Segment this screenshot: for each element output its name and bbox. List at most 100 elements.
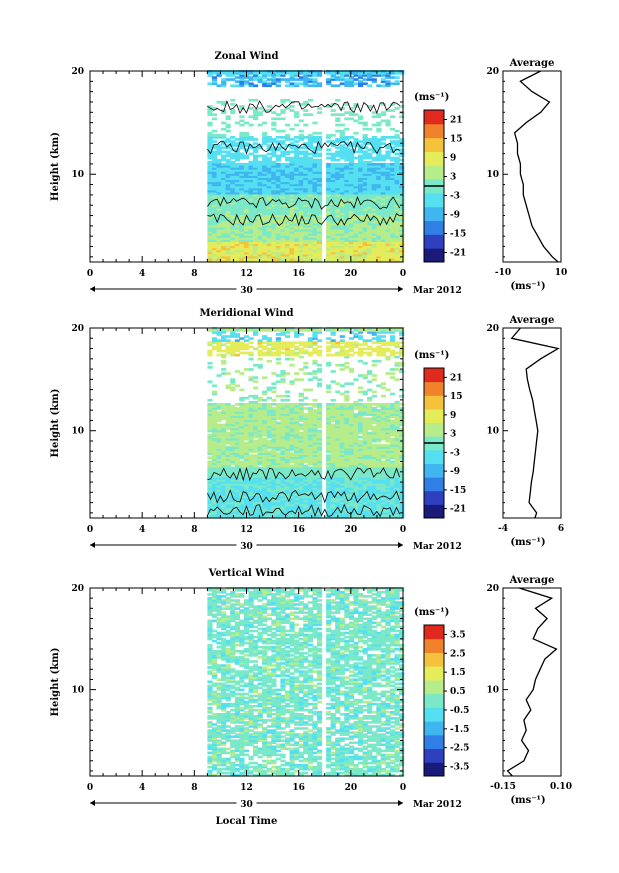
heatmap-cell xyxy=(253,409,259,412)
heatmap-cell xyxy=(230,489,236,492)
heatmap-cell xyxy=(303,195,309,199)
heatmap-cell xyxy=(330,403,336,406)
heatmap-cell xyxy=(307,468,313,472)
heatmap-cell xyxy=(294,452,300,455)
heatmap-cell xyxy=(207,195,213,199)
heatmap-cell xyxy=(248,241,254,245)
heatmap-cell xyxy=(344,185,350,189)
heatmap-cell xyxy=(358,160,364,164)
heatmap-cell xyxy=(275,499,281,503)
heatmap-cell xyxy=(289,226,295,230)
heatmap-cell xyxy=(326,243,332,247)
heatmap-cell xyxy=(335,423,341,427)
heatmap-cell xyxy=(243,411,250,414)
heatmap-cell xyxy=(253,464,259,468)
heatmap-cell xyxy=(230,187,236,191)
heatmap-cell xyxy=(266,78,272,81)
heatmap-cell xyxy=(316,331,323,334)
heatmap-cell xyxy=(275,394,281,398)
heatmap-cell xyxy=(253,413,259,416)
heatmap-cell xyxy=(248,376,254,379)
heatmap-cell xyxy=(390,142,396,145)
heatmap-cell xyxy=(239,142,245,145)
heatmap-cell xyxy=(303,84,309,88)
heatmap-cell xyxy=(253,483,259,486)
heatmap-cell xyxy=(339,495,345,499)
heatmap-cell xyxy=(216,442,222,445)
heatmap-cell xyxy=(230,185,236,189)
heatmap-cell xyxy=(339,214,345,218)
heatmap-cell xyxy=(344,456,350,460)
heatmap-cell xyxy=(348,218,355,222)
heatmap-cell xyxy=(239,226,245,230)
heatmap-cell xyxy=(376,189,382,193)
heatmap-cell xyxy=(225,123,231,127)
heatmap-cell xyxy=(294,233,300,236)
heatmap-cell xyxy=(298,169,304,172)
heatmap-cell xyxy=(271,169,277,172)
heatmap-cell xyxy=(216,483,222,486)
heatmap-cell xyxy=(234,460,240,464)
heatmap-cell xyxy=(289,409,295,412)
heatmap-cell xyxy=(248,368,254,371)
heatmap-cell xyxy=(285,218,291,222)
heatmap-cell xyxy=(266,450,272,453)
heatmap-cell xyxy=(253,363,259,367)
heatmap-cell xyxy=(275,439,281,443)
heatmap-cell xyxy=(248,218,254,222)
heatmap-cell xyxy=(275,156,281,160)
heatmap-cell xyxy=(230,162,236,166)
heatmap-cell xyxy=(253,222,259,226)
heatmap-cell xyxy=(390,204,396,207)
heatmap-cell xyxy=(348,185,355,189)
heatmap-cell xyxy=(253,499,259,503)
heatmap-cell xyxy=(257,489,263,492)
colorbar-segment xyxy=(424,151,444,166)
heatmap-cell xyxy=(239,515,245,519)
heatmap-cell xyxy=(207,513,213,517)
heatmap-cell xyxy=(257,198,263,201)
heatmap-cell xyxy=(353,233,359,236)
heatmap-cell xyxy=(353,181,359,185)
heatmap-cell xyxy=(248,251,254,255)
heatmap-cell xyxy=(271,462,277,466)
heatmap-cell xyxy=(294,489,300,492)
heatmap-cell xyxy=(367,229,373,232)
heatmap-cell xyxy=(239,460,245,464)
heatmap-cell xyxy=(353,235,359,238)
heatmap-cell xyxy=(253,257,259,261)
heatmap-cell xyxy=(294,466,300,470)
heatmap-cell xyxy=(312,351,318,355)
heatmap-cell xyxy=(216,429,222,433)
heatmap-cell xyxy=(225,433,231,437)
heatmap-cell xyxy=(207,503,213,507)
heatmap-cell xyxy=(362,74,368,77)
heatmap-cell xyxy=(248,187,254,191)
heatmap-cell xyxy=(271,160,277,164)
heatmap-cell xyxy=(216,183,222,187)
heatmap-cell xyxy=(303,179,309,183)
heatmap-cell xyxy=(303,425,309,429)
heatmap-cell xyxy=(294,485,300,488)
heatmap-cell xyxy=(376,202,382,205)
heatmap-cell xyxy=(303,439,309,443)
heatmap-cell xyxy=(326,429,332,433)
heatmap-cell xyxy=(253,333,259,336)
heatmap-cell xyxy=(307,487,313,490)
heatmap-cell xyxy=(225,442,231,445)
heatmap-cell xyxy=(271,497,277,501)
heatmap-cell xyxy=(216,513,222,517)
heatmap-cell xyxy=(385,173,391,176)
heatmap-cell xyxy=(285,403,291,406)
heatmap-cell xyxy=(312,251,318,255)
heatmap-cell xyxy=(390,226,396,230)
heatmap-cell xyxy=(225,204,231,207)
heatmap-cell xyxy=(248,175,254,178)
heatmap-cell xyxy=(285,505,291,509)
heatmap-cell xyxy=(298,198,304,201)
heatmap-cell xyxy=(216,419,222,423)
heatmap-cell xyxy=(316,235,323,238)
heatmap-cell xyxy=(243,421,250,425)
heatmap-cell xyxy=(257,345,263,349)
heatmap-cell xyxy=(394,191,400,195)
